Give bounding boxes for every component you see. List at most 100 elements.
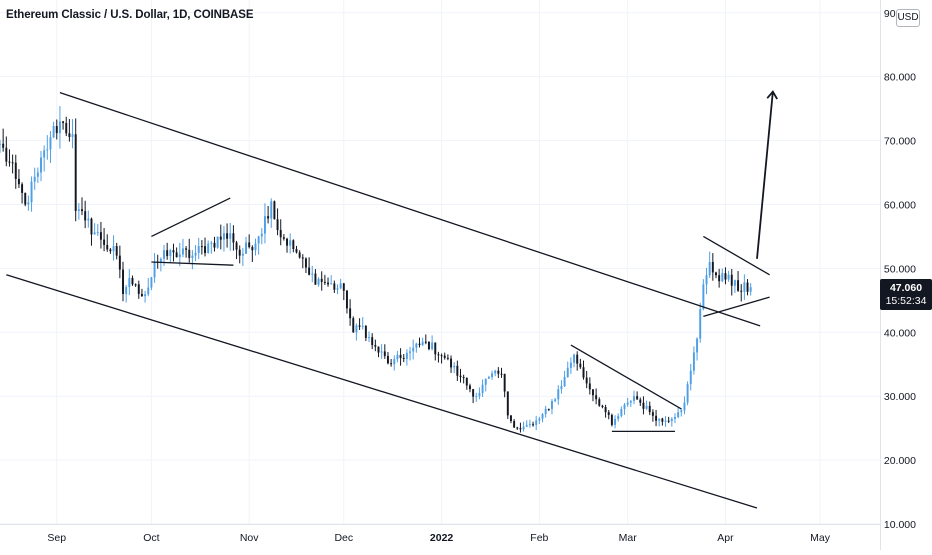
candle-body [71, 134, 74, 137]
candle-body [21, 184, 24, 193]
candle-body [434, 342, 437, 355]
candle-body [289, 240, 292, 246]
candle-body [491, 373, 494, 378]
candle [248, 234, 251, 249]
candle [664, 416, 667, 427]
price-axis[interactable] [880, 0, 932, 550]
candle [33, 167, 36, 190]
candle-body [418, 343, 421, 345]
candle-body [210, 242, 213, 244]
candle [40, 150, 42, 182]
candle-body [175, 252, 178, 258]
candle-body [402, 357, 405, 359]
candle [629, 400, 632, 407]
candle [623, 402, 626, 415]
candle [711, 253, 714, 281]
breakout-arrow[interactable] [756, 90, 778, 259]
candle-body [705, 275, 708, 285]
candle-body [216, 236, 219, 248]
candle-body [711, 262, 714, 273]
candle [30, 176, 33, 212]
flag-upper-line[interactable] [151, 197, 231, 238]
candle-body [651, 412, 654, 416]
candle-body [140, 293, 143, 297]
candle-body [204, 246, 206, 254]
x-tick-label: Nov [240, 532, 259, 544]
candle-body [213, 242, 216, 248]
candle-body [516, 427, 519, 429]
candle-body [68, 133, 71, 137]
candle [446, 354, 449, 361]
drawing-layer[interactable] [6, 90, 778, 509]
candle-body [181, 248, 184, 255]
candle [147, 278, 150, 297]
candle [560, 380, 563, 394]
candle-body [330, 283, 333, 285]
candle [115, 242, 118, 260]
candle [292, 239, 295, 253]
candle [364, 325, 367, 342]
candle [749, 283, 752, 296]
currency-button[interactable]: USD [896, 9, 920, 27]
candle-body [279, 230, 282, 238]
time-axis[interactable] [0, 524, 880, 550]
candle [642, 396, 645, 415]
candle [683, 396, 686, 415]
candle [380, 344, 383, 359]
candle-body [169, 250, 172, 257]
candle-body [207, 243, 210, 254]
candle [525, 420, 528, 428]
wedge-upper-line[interactable] [570, 344, 682, 410]
candle [585, 370, 588, 389]
candle [601, 404, 604, 409]
candle-body [333, 283, 336, 290]
candle-body [412, 347, 415, 352]
candle [721, 268, 724, 283]
candle-body [40, 157, 42, 173]
candle-body [683, 402, 686, 411]
candle [352, 316, 355, 333]
candle-body [43, 150, 46, 158]
candle [440, 353, 443, 364]
candle [626, 397, 629, 407]
candle-body [355, 325, 358, 333]
candle [620, 406, 623, 418]
candle [263, 203, 266, 244]
candle [374, 339, 377, 352]
pennant-lower-line[interactable] [703, 296, 770, 317]
candle-body [263, 216, 266, 234]
candle [481, 379, 484, 397]
candle [503, 373, 506, 398]
candle-body [696, 338, 699, 353]
candle-body [339, 283, 342, 289]
y-tick-label: 50.000 [884, 263, 916, 275]
candle [532, 421, 535, 427]
candle [84, 200, 87, 229]
candle-body [103, 239, 106, 245]
candle-body [345, 290, 348, 309]
candle-body [421, 341, 424, 345]
candle-body [2, 143, 5, 148]
candle [355, 323, 358, 341]
candle-body [557, 389, 560, 400]
candle [311, 265, 314, 283]
candle [0, 139, 1, 153]
candle [497, 367, 500, 379]
upper-channel-line[interactable] [59, 92, 761, 327]
candle [333, 280, 336, 294]
candle [569, 357, 572, 374]
candle-body [601, 405, 604, 408]
candle [87, 210, 90, 228]
candle [402, 354, 405, 363]
y-tick-label: 60.000 [884, 199, 916, 211]
candle [235, 240, 238, 260]
candle-body [27, 202, 30, 205]
pennant-upper-line[interactable] [703, 235, 770, 276]
candle-body [219, 236, 222, 240]
last-price-value: 47.060 [889, 282, 923, 295]
candle-body [506, 391, 509, 416]
lower-channel-line[interactable] [6, 274, 758, 509]
flag-lower-line[interactable] [151, 261, 234, 266]
